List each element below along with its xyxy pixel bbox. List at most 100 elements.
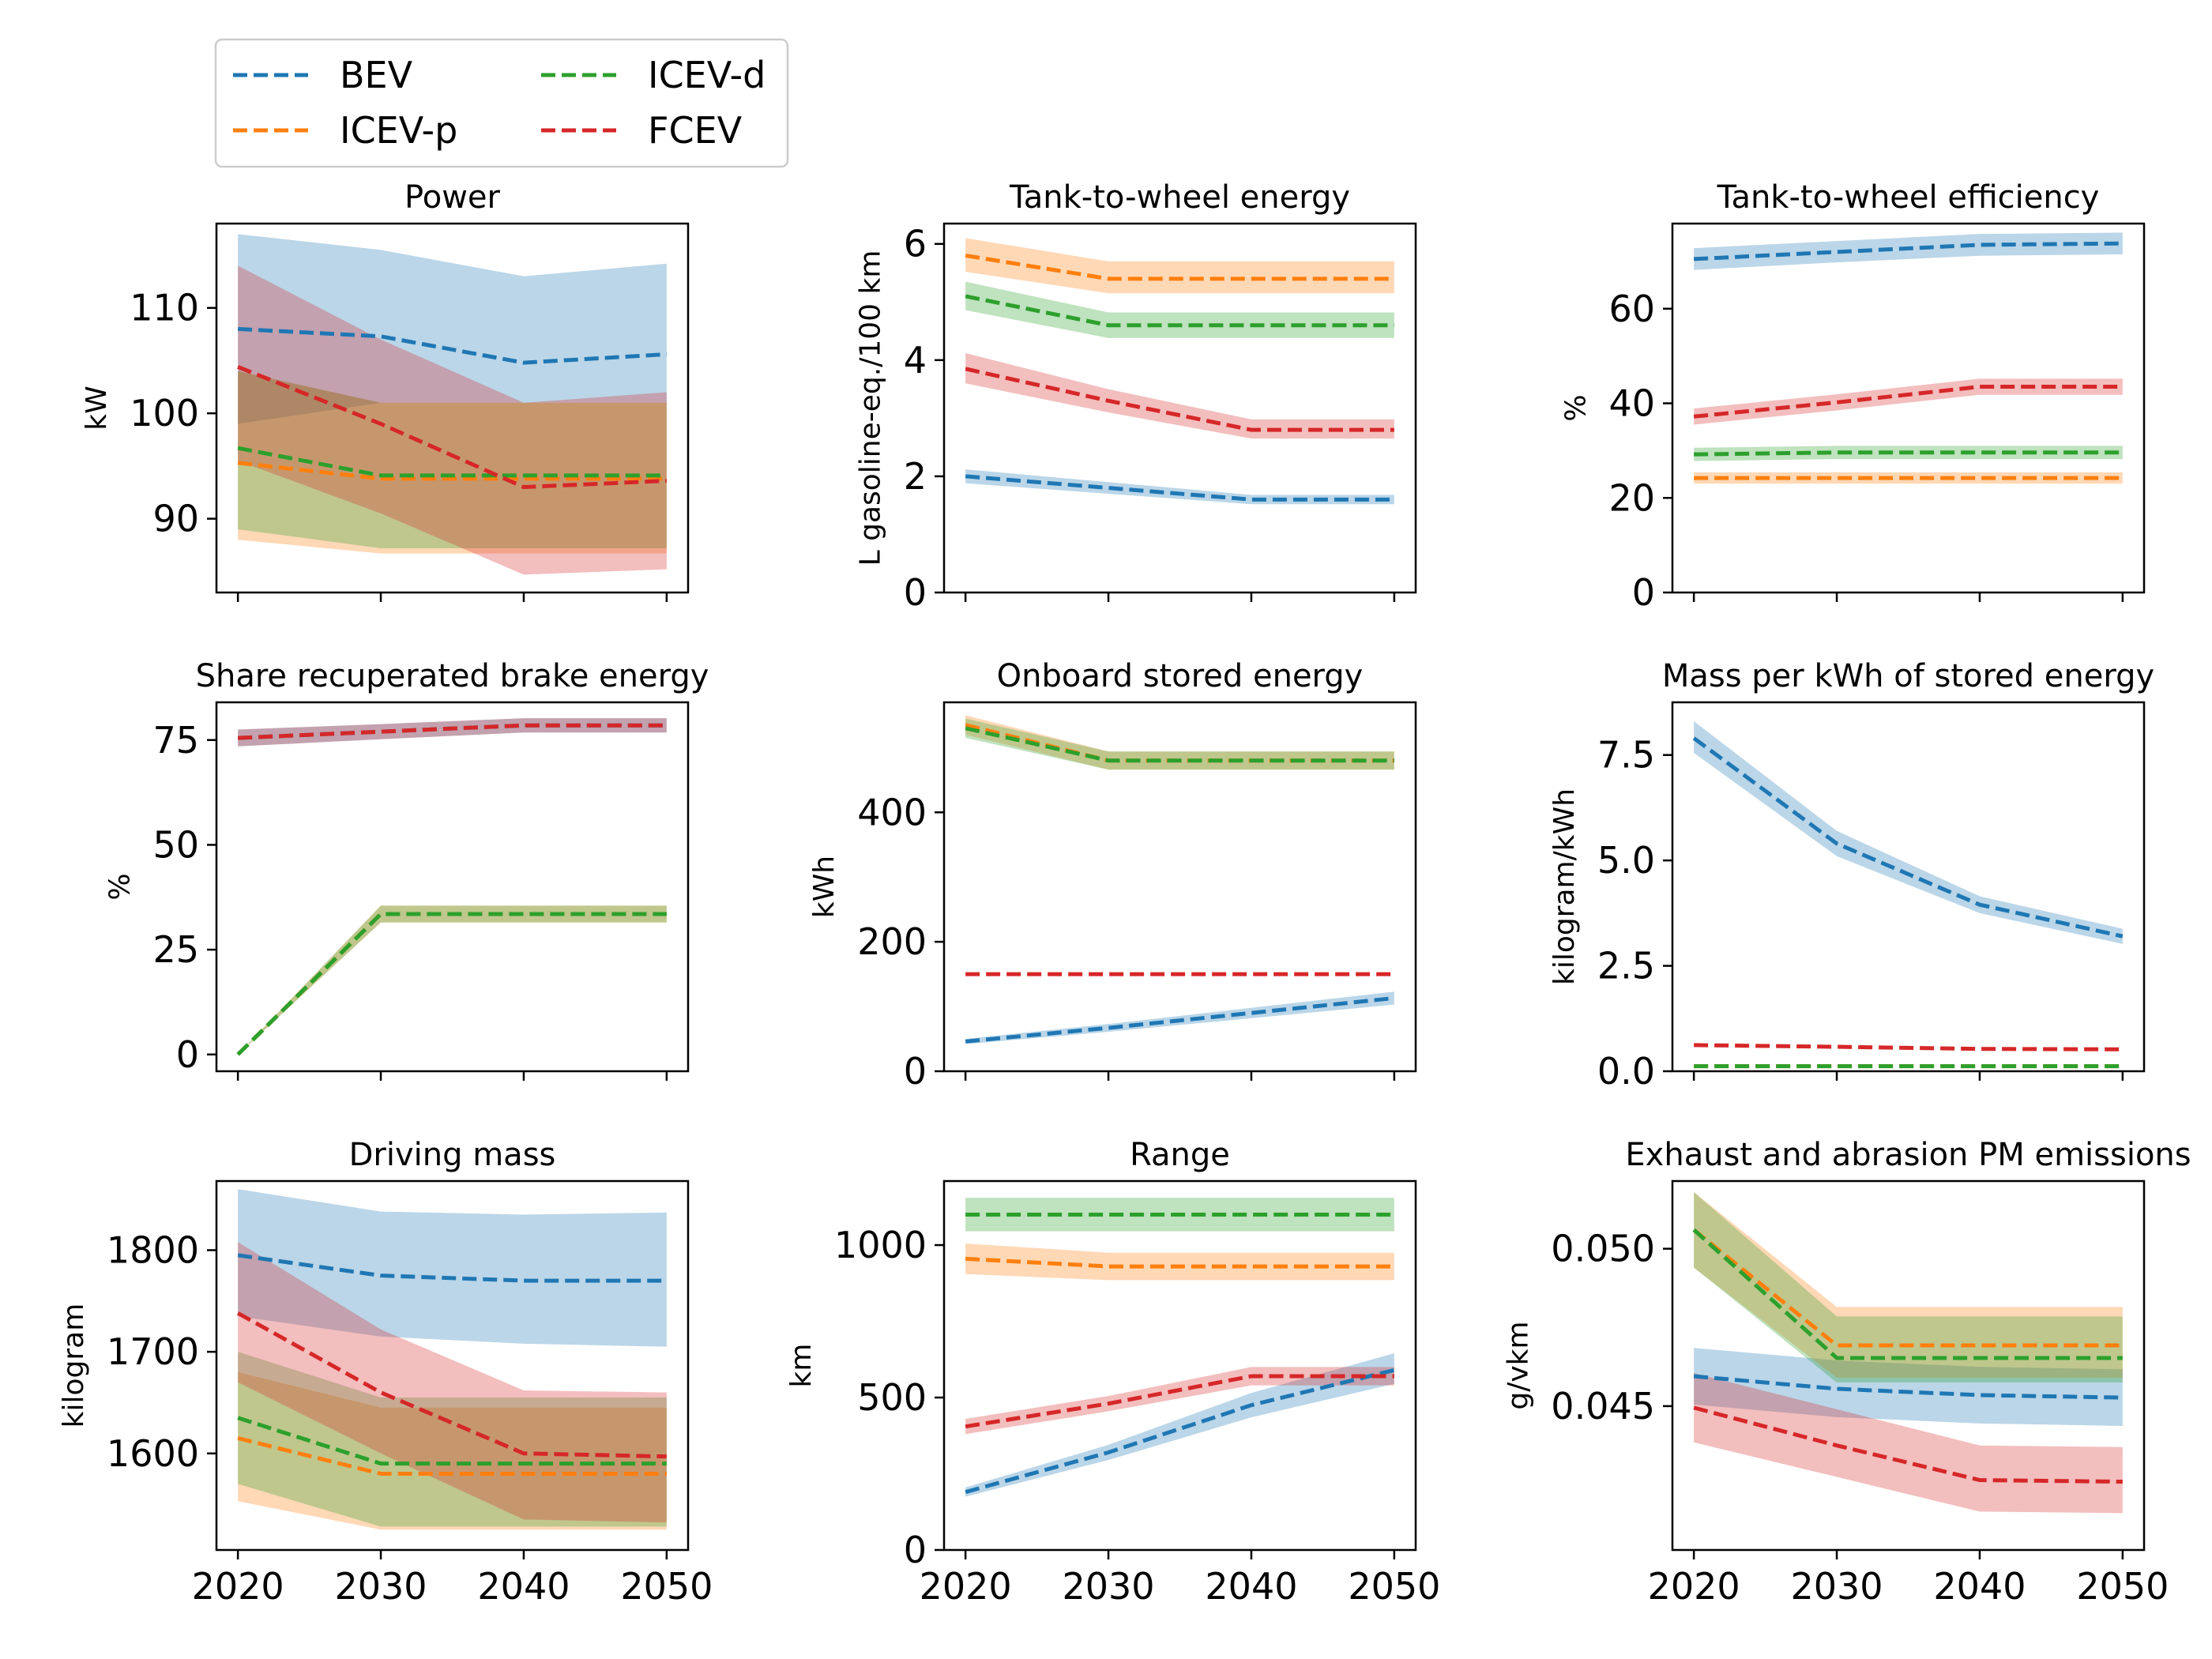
legend-label-fcev: FCEV <box>648 109 743 152</box>
y-tick-label: 0 <box>904 571 927 614</box>
plot-area <box>236 1189 667 1530</box>
band-bev <box>965 469 1394 505</box>
band-icev-p <box>965 238 1394 294</box>
series-line-icev-p <box>965 1256 1394 1269</box>
band-icev-d <box>1694 1191 2123 1383</box>
y-tick-label: 6 <box>904 223 927 265</box>
y-tick-label: 60 <box>1608 288 1655 330</box>
series-line-fcev <box>965 367 1394 432</box>
panel-share-recuperated-brake-energy: Share recuperated brake energy 0 25 50 75% <box>103 658 709 1081</box>
panel-title: Power <box>404 179 500 216</box>
axes-frame <box>215 1179 690 1552</box>
band-fcev <box>965 1367 1394 1435</box>
y-tick-label: 20 <box>1608 476 1655 519</box>
band-icev-p <box>1694 1191 2123 1379</box>
band-fcev <box>965 353 1394 439</box>
panel-title: Exhaust and abrasion PM emissions <box>1625 1137 2191 1173</box>
series-line-fcev <box>238 723 667 740</box>
series-line-icev-d <box>237 1416 667 1466</box>
x-tick-label: 2040 <box>1205 1565 1297 1608</box>
plot-area <box>965 238 1394 505</box>
y-tick-label: 0.050 <box>1551 1228 1655 1270</box>
band-bev <box>238 1189 667 1347</box>
y-tick-label: 110 <box>130 287 199 329</box>
y-axis-label: kW <box>81 386 113 430</box>
legend-label-icev-d: ICEV-d <box>648 54 766 96</box>
x-tick-label: 2050 <box>620 1565 713 1608</box>
series-line-icev-d <box>965 726 1394 763</box>
legend-frame <box>214 38 789 168</box>
y-tick-label: 400 <box>857 791 927 833</box>
axes-frame <box>942 1179 1417 1552</box>
x-tick-label: 2040 <box>1933 1565 2026 1608</box>
y-tick-label: 0 <box>904 1050 927 1093</box>
series-line-bev <box>965 474 1394 502</box>
y-tick-label: 0.0 <box>1597 1050 1655 1093</box>
panel-tank-to-wheel-energy: Tank-to-wheel energy 0 2 4 6 L gasoline-eq./1… <box>855 179 1417 614</box>
series-line-icev-p <box>965 253 1394 281</box>
y-tick-label: 50 <box>152 823 199 866</box>
y-axis-label: kilogram <box>58 1304 90 1428</box>
x-tick-label: 2030 <box>335 1565 427 1608</box>
panel-title: Range <box>1130 1137 1230 1173</box>
legend-label-icev-p: ICEV-p <box>340 109 457 152</box>
panel-title: Mass per kWh of stored energy <box>1662 658 2154 694</box>
band-bev <box>1694 1348 2123 1427</box>
panel-title: Tank-to-wheel energy <box>1009 179 1350 216</box>
series-line-fcev <box>237 365 667 490</box>
y-tick-label: 40 <box>1608 382 1655 425</box>
y-axis-label: kilogram/kWh <box>1548 788 1581 985</box>
y-tick-label: 90 <box>152 498 199 540</box>
band-fcev <box>1694 378 2123 425</box>
band-icev-p <box>965 715 1394 770</box>
series-line-fcev <box>965 1374 1394 1429</box>
x-tick-label: 2020 <box>1648 1565 1740 1608</box>
x-tick-label: 2040 <box>477 1565 570 1608</box>
series-line-icev-d <box>236 912 667 1056</box>
plot-area <box>965 1198 1395 1497</box>
series-line-bev <box>238 326 668 365</box>
series-line-bev <box>237 1253 667 1283</box>
series-line-icev-p <box>237 1436 667 1477</box>
series-line-icev-p <box>237 461 667 481</box>
band-fcev <box>238 718 667 747</box>
y-tick-label: 0 <box>904 1529 927 1571</box>
series-line-icev-d <box>1692 1228 2123 1360</box>
band-icev-p <box>238 1371 667 1530</box>
band-fcev <box>238 265 667 575</box>
y-tick-label: 0 <box>1632 571 1655 614</box>
band-bev <box>238 234 667 424</box>
plot-area <box>965 715 1395 1044</box>
y-tick-label: 200 <box>857 920 927 963</box>
x-tick-label: 2020 <box>920 1565 1012 1608</box>
y-axis-label: kWh <box>808 856 841 918</box>
x-tick-label: 2030 <box>1063 1565 1155 1608</box>
panel-title: Driving mass <box>349 1137 556 1173</box>
panel-power: Power 90 100 110 kW <box>81 179 690 602</box>
panels-grid: Power 90 100 110 kW Tank-to-wheel energy 0 2 4 6L… <box>58 179 2191 1608</box>
band-icev-d <box>238 1352 667 1527</box>
band-fcev <box>1694 1373 2123 1514</box>
plot-area <box>1693 232 2123 484</box>
x-tick-label: 2050 <box>2076 1565 2169 1608</box>
panel-mass-per-kwh-of-stored-energy: Mass per kWh of stored energy 0.0 2.5 5.0 7.… <box>1548 658 2154 1093</box>
series-line-bev <box>1694 241 2123 261</box>
band-icev-d <box>238 905 667 1055</box>
legend: BEV ICEV-p ICEV-d FCEV <box>214 38 789 168</box>
panel-title: Share recuperated brake energy <box>196 658 709 694</box>
y-tick-label: 5.0 <box>1597 839 1655 882</box>
axes-frame <box>1671 222 2146 594</box>
x-tick-label: 2020 <box>192 1565 284 1608</box>
y-tick-label: 75 <box>152 719 199 762</box>
axes-frame <box>215 222 690 594</box>
y-axis-label: % <box>1559 394 1592 421</box>
x-tick-label: 2050 <box>1348 1565 1440 1608</box>
y-tick-label: 0 <box>176 1033 199 1076</box>
series-line-bev <box>965 1367 1395 1495</box>
legend-label-bev: BEV <box>340 54 413 96</box>
x-tick-label: 2030 <box>1791 1565 1883 1608</box>
band-icev-p <box>238 371 667 554</box>
band-bev <box>1694 232 2123 270</box>
panel-exhaust-and-abrasion-pm-emissions: Exhaust and abrasion PM emissions 0.045 0.… <box>1502 1137 2191 1608</box>
